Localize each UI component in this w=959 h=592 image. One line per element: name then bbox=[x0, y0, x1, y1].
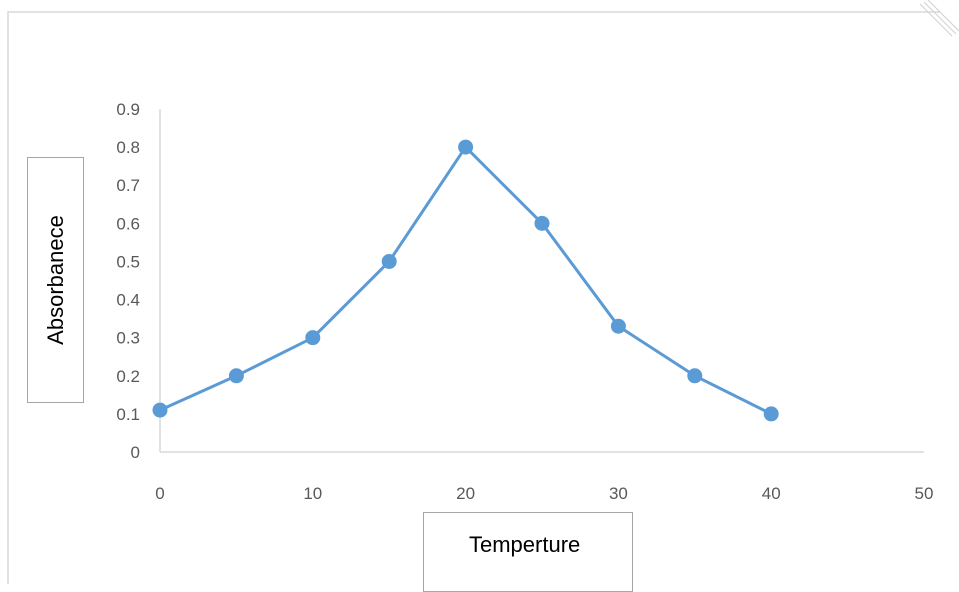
data-point bbox=[305, 330, 321, 346]
x-axis-title: Temperture bbox=[469, 532, 581, 557]
data-point bbox=[458, 139, 474, 155]
chart-border bbox=[7, 11, 940, 584]
y-tick-label: 0.3 bbox=[116, 329, 140, 348]
data-point bbox=[534, 215, 550, 231]
data-point bbox=[763, 406, 779, 422]
x-tick-label: 20 bbox=[456, 484, 475, 503]
y-tick-label: 0 bbox=[131, 443, 140, 462]
y-tick-label: 0.6 bbox=[116, 214, 140, 233]
series-layer bbox=[152, 139, 779, 422]
y-tick-label: 0.4 bbox=[116, 291, 140, 310]
x-tick-labels: 0 10 20 30 40 50 bbox=[155, 484, 933, 503]
y-axis-title: Absorbanece bbox=[42, 215, 68, 345]
series-line bbox=[159, 145, 772, 416]
x-tick-label: 10 bbox=[303, 484, 322, 503]
x-tick-label: 40 bbox=[762, 484, 781, 503]
data-point bbox=[381, 253, 397, 269]
data-point bbox=[152, 402, 168, 418]
y-tick-label: 0.5 bbox=[116, 252, 140, 271]
x-tick-label: 30 bbox=[609, 484, 628, 503]
data-point bbox=[610, 318, 626, 334]
x-tick-label: 0 bbox=[155, 484, 164, 503]
x-axis-title-box: Temperture bbox=[423, 512, 633, 592]
y-tick-label: 0.7 bbox=[116, 176, 140, 195]
y-tick-label: 0.8 bbox=[116, 138, 140, 157]
y-tick-label: 0.2 bbox=[116, 367, 140, 386]
x-tick-label: 50 bbox=[915, 484, 934, 503]
corner-fold-decoration bbox=[919, 0, 959, 37]
y-tick-label: 0.1 bbox=[116, 405, 140, 424]
y-tick-label: 0.9 bbox=[116, 100, 140, 119]
data-point bbox=[228, 368, 244, 384]
y-tick-labels: 0 0.1 0.2 0.3 0.4 0.5 0.6 0.7 0.8 0.9 bbox=[116, 100, 140, 462]
data-point bbox=[687, 368, 703, 384]
y-axis-title-box: Absorbanece bbox=[27, 157, 84, 403]
